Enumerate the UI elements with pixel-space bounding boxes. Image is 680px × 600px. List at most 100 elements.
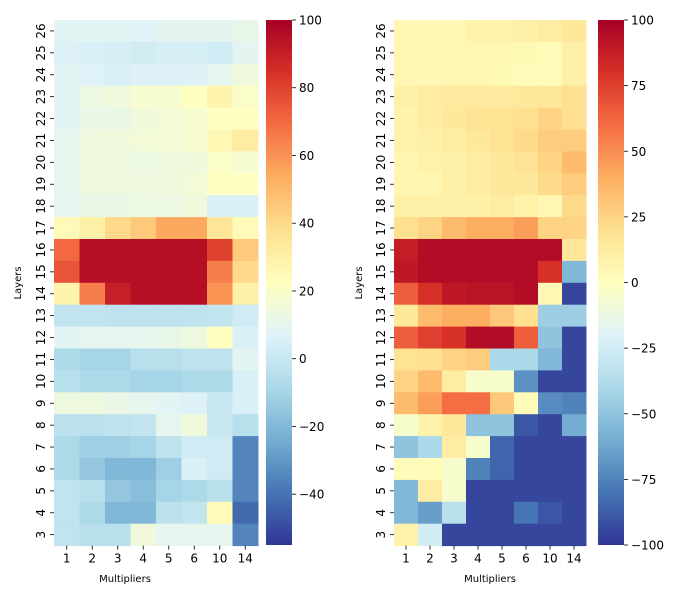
heatmap-cell bbox=[442, 458, 467, 481]
heatmap-cell bbox=[105, 523, 131, 547]
heatmap-cell bbox=[105, 370, 131, 393]
heatmap-cell bbox=[181, 326, 208, 349]
heatmap-cell bbox=[514, 217, 539, 240]
colorbar-tick-label: 100 bbox=[631, 14, 654, 28]
heatmap-cell bbox=[490, 151, 515, 174]
y-tick-label: 22 bbox=[34, 111, 48, 126]
heatmap-cell bbox=[394, 63, 419, 87]
heatmap-cell bbox=[538, 326, 563, 349]
y-tick-label: 10 bbox=[374, 374, 388, 389]
x-tick-label: 4 bbox=[139, 552, 147, 566]
heatmap-cell bbox=[79, 195, 106, 218]
heatmap-cell bbox=[394, 414, 419, 437]
heatmap-cell bbox=[207, 304, 233, 328]
heatmap-cell bbox=[105, 195, 131, 218]
heatmap-cell bbox=[418, 326, 443, 349]
heatmap-cell bbox=[181, 260, 208, 284]
heatmap-cell bbox=[514, 282, 539, 306]
heatmap-cell bbox=[156, 260, 182, 284]
y-tick-label: 4 bbox=[34, 509, 48, 517]
heatmap-cell bbox=[466, 282, 491, 306]
heatmap-cell bbox=[442, 282, 467, 306]
heatmap-cell bbox=[562, 304, 587, 328]
heatmap-cell bbox=[442, 479, 467, 503]
heatmap-cell bbox=[394, 41, 419, 65]
heatmap-cell bbox=[232, 414, 259, 437]
heatmap-cell bbox=[466, 479, 491, 503]
heatmap-cell bbox=[79, 523, 106, 547]
x-tick-label: 1 bbox=[402, 552, 410, 566]
heatmap-cell bbox=[514, 41, 539, 65]
x-tick-label: 14 bbox=[566, 552, 581, 566]
heatmap-cell bbox=[181, 458, 208, 481]
heatmap-cell bbox=[79, 414, 106, 437]
heatmap-cell bbox=[562, 195, 587, 218]
heatmap-cell bbox=[105, 63, 131, 87]
heatmap-cell bbox=[79, 173, 106, 196]
y-tick-label: 12 bbox=[34, 330, 48, 345]
heatmap-cell bbox=[562, 326, 587, 349]
heatmap-cell bbox=[514, 392, 539, 415]
heatmap-cell bbox=[54, 260, 80, 284]
colorbar-tick-label: 40 bbox=[299, 217, 314, 231]
y-tick-label: 13 bbox=[34, 308, 48, 323]
y-tick-label: 15 bbox=[34, 264, 48, 279]
heatmap-cell bbox=[54, 370, 80, 393]
heatmap-right-x-ticks: 1 2 3 4 5 6 10 14 bbox=[402, 545, 582, 566]
heatmap-cell bbox=[130, 107, 157, 130]
heatmap-cell bbox=[130, 370, 157, 393]
heatmap-cell bbox=[490, 501, 515, 525]
heatmap-cell bbox=[538, 458, 563, 481]
colorbar-tick-label: 100 bbox=[299, 14, 322, 28]
heatmap-cell bbox=[54, 195, 80, 218]
heatmap-cell bbox=[394, 304, 419, 328]
heatmap-cell bbox=[54, 20, 80, 43]
heatmap-cell bbox=[394, 260, 419, 284]
heatmap-cell bbox=[562, 260, 587, 284]
heatmap-cell bbox=[490, 239, 515, 262]
heatmap-cell bbox=[514, 151, 539, 174]
heatmap-cell bbox=[79, 151, 106, 174]
heatmap-cell bbox=[418, 85, 443, 109]
heatmap-cell bbox=[514, 436, 539, 459]
heatmap-cell bbox=[130, 151, 157, 174]
heatmap-left-x-ticks: 1 2 3 4 5 6 10 14 bbox=[63, 545, 253, 566]
heatmap-cell bbox=[54, 392, 80, 415]
heatmap-cell bbox=[156, 392, 182, 415]
heatmap-cell bbox=[105, 107, 131, 130]
heatmap-cell bbox=[156, 107, 182, 130]
heatmap-cell bbox=[54, 129, 80, 152]
heatmap-cell bbox=[130, 436, 157, 459]
heatmap-cell bbox=[538, 107, 563, 130]
colorbar-tick-label: 80 bbox=[299, 81, 314, 95]
heatmap-cell bbox=[79, 129, 106, 152]
y-tick-label: 24 bbox=[34, 67, 48, 82]
heatmap-cell bbox=[394, 151, 419, 174]
y-tick-label: 16 bbox=[34, 242, 48, 257]
heatmap-cell bbox=[181, 392, 208, 415]
y-tick-label: 18 bbox=[374, 199, 388, 214]
colorbar-tick-label: −40 bbox=[299, 488, 324, 502]
colorbar-tick-label: 20 bbox=[299, 284, 314, 298]
heatmap-left-x-label: Multipliers bbox=[99, 574, 151, 585]
heatmap-cell bbox=[156, 41, 182, 65]
heatmap-cell bbox=[514, 458, 539, 481]
heatmap-cell bbox=[538, 348, 563, 371]
heatmap-cell bbox=[130, 173, 157, 196]
heatmap-cell bbox=[442, 195, 467, 218]
heatmap-cell bbox=[232, 20, 259, 43]
y-tick-label: 23 bbox=[34, 89, 48, 104]
heatmap-cell bbox=[105, 392, 131, 415]
y-tick-label: 8 bbox=[374, 421, 388, 429]
y-tick-label: 14 bbox=[374, 286, 388, 301]
heatmap-cell bbox=[442, 304, 467, 328]
heatmap-cell bbox=[394, 173, 419, 196]
heatmap-cell bbox=[232, 63, 259, 87]
heatmap-cell bbox=[538, 523, 563, 547]
heatmap-cell bbox=[466, 436, 491, 459]
heatmap-cell bbox=[181, 370, 208, 393]
heatmap-cell bbox=[156, 479, 182, 503]
heatmap-cell bbox=[207, 458, 233, 481]
heatmap-cell bbox=[79, 239, 106, 262]
heatmap-cell bbox=[466, 370, 491, 393]
